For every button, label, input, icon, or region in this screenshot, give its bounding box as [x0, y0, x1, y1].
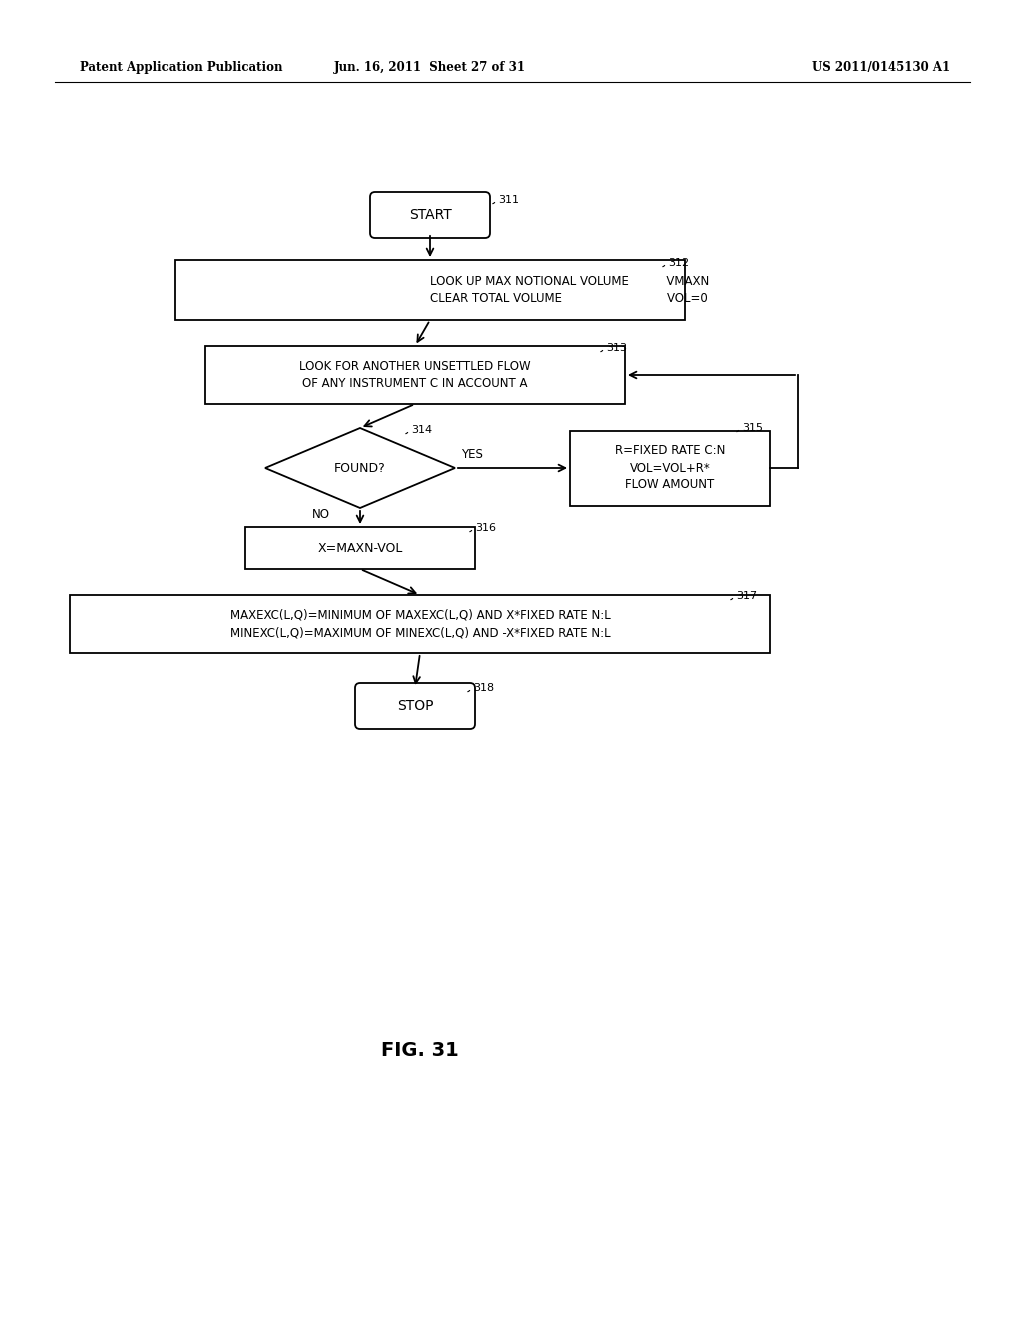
Text: 314: 314 — [411, 425, 432, 436]
Text: US 2011/0145130 A1: US 2011/0145130 A1 — [812, 62, 950, 74]
Polygon shape — [265, 428, 455, 508]
Text: 311: 311 — [498, 195, 519, 205]
Text: LOOK UP MAX NOTIONAL VOLUME          VMAXN
CLEAR TOTAL VOLUME                   : LOOK UP MAX NOTIONAL VOLUME VMAXN CLEAR … — [430, 275, 710, 305]
Text: YES: YES — [461, 447, 483, 461]
Bar — [245, 527, 475, 569]
Bar — [570, 430, 770, 506]
Text: FOUND?: FOUND? — [334, 462, 386, 474]
Bar — [205, 346, 625, 404]
Text: NO: NO — [312, 508, 330, 521]
FancyBboxPatch shape — [370, 191, 490, 238]
Text: STOP: STOP — [396, 700, 433, 713]
Text: R=FIXED RATE C:N
VOL=VOL+R*
FLOW AMOUNT: R=FIXED RATE C:N VOL=VOL+R* FLOW AMOUNT — [614, 445, 725, 491]
Text: 317: 317 — [736, 591, 757, 601]
Text: 315: 315 — [742, 422, 763, 433]
FancyBboxPatch shape — [355, 682, 475, 729]
Text: Patent Application Publication: Patent Application Publication — [80, 62, 283, 74]
Bar — [175, 260, 685, 319]
Text: 312: 312 — [668, 257, 689, 268]
Text: 318: 318 — [473, 682, 495, 693]
Text: X=MAXN-VOL: X=MAXN-VOL — [317, 541, 402, 554]
Text: FIG. 31: FIG. 31 — [381, 1040, 459, 1060]
Text: 316: 316 — [475, 523, 496, 533]
Text: MAXEXC(L,Q)=MINIMUM OF MAXEXC(L,Q) AND X*FIXED RATE N:L
MINEXC(L,Q)=MAXIMUM OF M: MAXEXC(L,Q)=MINIMUM OF MAXEXC(L,Q) AND X… — [229, 609, 610, 639]
Bar — [70, 595, 770, 653]
Text: START: START — [409, 209, 452, 222]
Text: LOOK FOR ANOTHER UNSETTLED FLOW
OF ANY INSTRUMENT C IN ACCOUNT A: LOOK FOR ANOTHER UNSETTLED FLOW OF ANY I… — [299, 360, 530, 389]
Text: Jun. 16, 2011  Sheet 27 of 31: Jun. 16, 2011 Sheet 27 of 31 — [334, 62, 526, 74]
Text: 313: 313 — [606, 343, 627, 352]
